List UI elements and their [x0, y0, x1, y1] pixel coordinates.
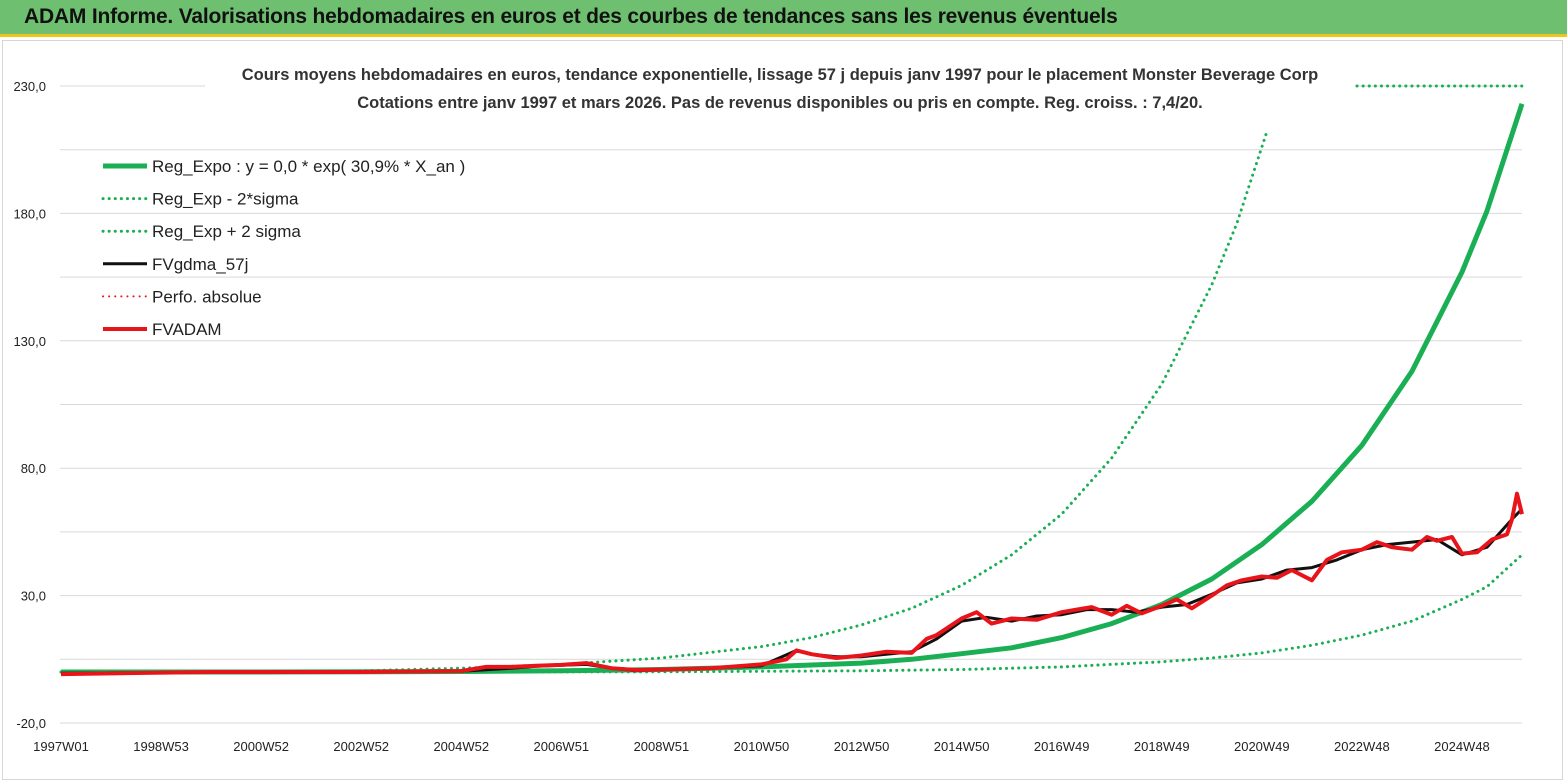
legend-label-4: Perfo. absolue: [152, 287, 262, 306]
chart-title-line-1: Cours moyens hebdomadaires en euros, ten…: [242, 66, 1319, 84]
x-tick-label: 2008W51: [634, 739, 690, 754]
legend: Reg_Expo : y = 0,0 * exp( 30,9% * X_an )…: [101, 157, 465, 339]
y-tick-label: 130,0: [13, 334, 46, 349]
series-lines: [59, 84, 1525, 677]
chart-title-background: [205, 60, 1355, 116]
x-tick-label: 2024W48: [1434, 739, 1490, 754]
x-tick-label: 2014W50: [934, 739, 990, 754]
series-line-0: [61, 103, 1525, 675]
y-tick-label: 230,0: [13, 79, 46, 94]
x-tick-label: 2022W48: [1334, 739, 1390, 754]
x-tick-label: 2006W51: [534, 739, 590, 754]
y-tick-label: 30,0: [21, 589, 46, 604]
x-tick-label: 1998W53: [133, 739, 189, 754]
chart-title-line-2: Cotations entre janv 1997 et mars 2026. …: [357, 94, 1203, 112]
gridlines: [60, 85, 1522, 724]
x-axis: 1997W01 1998W53 2000W52 2002W52 2004W52 2006W…: [33, 739, 1490, 754]
x-tick-label: 2004W52: [433, 739, 489, 754]
x-tick-label: 1997W01: [33, 739, 89, 754]
y-tick-label: -20,0: [16, 716, 46, 731]
x-tick-label: 2018W49: [1134, 739, 1190, 754]
series-line-1: [59, 553, 1524, 674]
legend-label-3: FVgdma_57j: [152, 255, 248, 274]
y-tick-label: 180,0: [13, 206, 46, 221]
chart-titles: Cours moyens hebdomadaires en euros, ten…: [205, 60, 1355, 116]
legend-label-1: Reg_Exp - 2*sigma: [152, 190, 299, 209]
y-axis: 230,0 180,0 130,0 80,0 30,0 -20,0: [13, 79, 46, 731]
x-tick-label: 2002W52: [333, 739, 389, 754]
x-tick-label: 2012W50: [834, 739, 890, 754]
x-tick-label: 2016W49: [1034, 739, 1090, 754]
legend-label-2: Reg_Exp + 2 sigma: [152, 222, 301, 241]
x-tick-label: 2010W50: [734, 739, 790, 754]
series-line-3: [60, 507, 1524, 675]
legend-label-5: FVADAM: [152, 320, 222, 339]
x-tick-label: 2020W49: [1234, 739, 1290, 754]
legend-label-0: Reg_Expo : y = 0,0 * exp( 30,9% * X_an ): [152, 157, 465, 176]
report-header: ADAM Informe. Valorisations hebdomadaire…: [0, 0, 1567, 37]
chart-frame: [2, 40, 1563, 780]
y-tick-label: 80,0: [21, 461, 46, 476]
report-title: ADAM Informe. Valorisations hebdomadaire…: [24, 5, 1118, 28]
series-line-4: [60, 491, 1524, 677]
x-tick-label: 2000W52: [233, 739, 289, 754]
